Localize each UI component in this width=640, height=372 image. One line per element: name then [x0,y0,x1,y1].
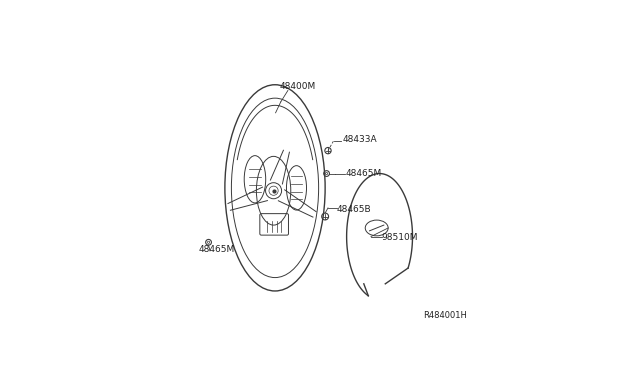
Text: 48465M: 48465M [198,245,235,254]
Text: 48465M: 48465M [346,169,382,178]
Text: 98510M: 98510M [382,232,419,242]
Text: 48433A: 48433A [342,135,377,144]
Text: 48400M: 48400M [279,82,316,91]
Text: 48465B: 48465B [337,205,371,214]
Text: R484001H: R484001H [423,311,467,320]
